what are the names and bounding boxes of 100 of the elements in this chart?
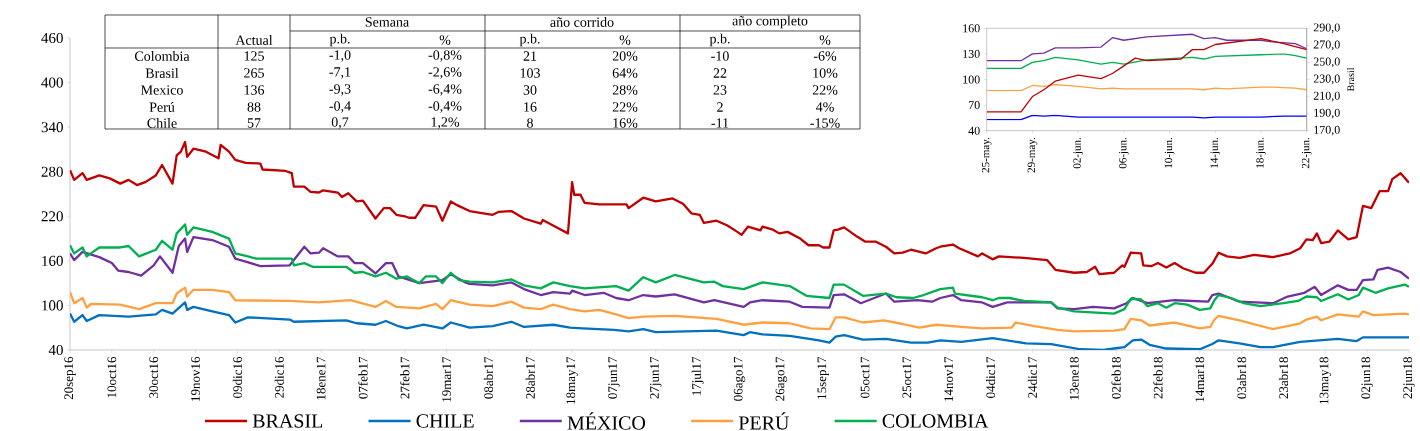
y-tick-label: 100 xyxy=(963,75,980,84)
y-tick-label: 220 xyxy=(41,211,63,222)
x-tick-label: 10-jun. xyxy=(1164,137,1175,168)
y-tick-label: 160 xyxy=(963,24,980,33)
annotation: 21 xyxy=(523,51,537,61)
y2-tick-label: 210,0 xyxy=(1313,91,1340,102)
annotation: p.b. xyxy=(709,33,730,47)
annotation: -2,6% xyxy=(428,67,462,79)
annotation: 22% xyxy=(812,85,838,95)
x-tick-label: 23abr18 xyxy=(1278,357,1289,399)
y-tick-label: 40 xyxy=(968,126,980,135)
y2-axis-title: Brasil xyxy=(1347,67,1355,92)
annotation: -0,4 xyxy=(329,101,351,113)
annotation: 88 xyxy=(247,102,261,112)
y2-tick-label: 190,0 xyxy=(1314,108,1340,119)
annotation: 265 xyxy=(244,68,264,78)
legend-label: CHILE xyxy=(416,414,474,428)
y2-tick-label: 170,0 xyxy=(1314,125,1340,136)
annotation: Actual xyxy=(235,35,273,45)
x-tick-label: 07jun17 xyxy=(608,356,620,399)
annotation: 2 xyxy=(717,102,723,112)
y-tick-label: 40 xyxy=(48,344,63,356)
x-tick-label: 13ene18 xyxy=(1069,357,1079,400)
annotation: Brasil xyxy=(145,68,179,78)
x-tick-label: 18ene17 xyxy=(316,356,326,400)
annotation: p.b. xyxy=(519,33,540,47)
annotation: -0,8% xyxy=(428,50,462,62)
x-tick-label: 06-jun. xyxy=(1119,137,1129,169)
x-tick-label: 24dic17 xyxy=(1027,356,1037,398)
x-tick-label: 19nov16 xyxy=(191,356,200,401)
legend-label: PERÚ xyxy=(738,412,789,430)
text: año corrido xyxy=(550,17,614,27)
x-tick-label: 14nov17 xyxy=(944,356,954,401)
text: año completo xyxy=(732,15,808,29)
x-tick-label: 22feb18 xyxy=(1153,357,1163,399)
y-tick-label: 70 xyxy=(968,101,980,110)
annotation: p.b. xyxy=(329,33,350,47)
annotation: -0,4% xyxy=(428,101,462,113)
annotation: -9,3 xyxy=(329,84,351,96)
y-tick-label: 160 xyxy=(42,255,63,266)
annotation: 125 xyxy=(244,51,264,61)
x-tick-label: 02feb18 xyxy=(1111,357,1121,399)
y2-tick-label: 250,0 xyxy=(1313,57,1340,68)
annotation: 22 xyxy=(713,68,727,78)
text: Semana xyxy=(365,17,409,27)
x-tick-label: 22-jun. xyxy=(1301,137,1312,169)
annotation: -7,1 xyxy=(329,67,351,79)
annotation: 28% xyxy=(612,85,638,95)
annotation: 16% xyxy=(613,118,638,128)
x-tick-label: 20sep16 xyxy=(64,356,76,400)
annotation: 64% xyxy=(612,68,638,78)
x-tick-label: 03abr18 xyxy=(1237,357,1247,399)
x-tick-label: 15sep17 xyxy=(817,356,829,399)
x-tick-label: 17jul17 xyxy=(691,356,704,396)
y-tick-label: 400 xyxy=(41,77,63,88)
line-series xyxy=(986,53,1307,70)
x-tick-label: 05oct17 xyxy=(860,356,870,398)
y-tick-label: 280 xyxy=(41,166,63,177)
x-tick-label: 25-may. xyxy=(981,137,992,173)
annotation: Colombia xyxy=(134,51,190,61)
x-tick-label: 29dic16 xyxy=(274,356,284,398)
y-tick-label: 100 xyxy=(42,300,63,311)
annotation: Chile xyxy=(147,118,177,128)
annotation: 4% xyxy=(815,102,834,112)
annotation: -1,0 xyxy=(329,50,351,62)
annotation: 136 xyxy=(244,85,265,95)
x-tick-label: 28abr17 xyxy=(525,356,535,399)
x-tick-label: 27feb17 xyxy=(400,356,410,399)
annotation: % xyxy=(619,35,631,45)
line-series xyxy=(70,223,1409,315)
x-tick-label: 19mar17 xyxy=(442,356,451,402)
annotation: % xyxy=(819,35,831,45)
line-series xyxy=(986,37,1307,113)
annotation: 10% xyxy=(813,68,838,78)
line-series xyxy=(70,286,1409,333)
y-tick-label: 460 xyxy=(41,32,63,44)
annotation: 103 xyxy=(520,68,540,78)
y-tick-label: 130 xyxy=(963,49,980,58)
x-tick-label: 02jun18 xyxy=(1361,357,1373,399)
x-tick-label: 18-jun. xyxy=(1256,137,1266,168)
annotation: 0,7 xyxy=(331,117,349,129)
x-tick-label: 07feb17 xyxy=(358,356,368,399)
x-tick-label: 25oct17 xyxy=(902,356,912,398)
x-tick-label: 04dic17 xyxy=(985,356,996,398)
x-tick-label: 14-jun. xyxy=(1210,137,1221,168)
x-tick-label: 09dic16 xyxy=(232,356,242,398)
x-tick-label: 30oct16 xyxy=(149,356,159,398)
x-tick-label: 02-jun. xyxy=(1073,137,1083,169)
x-tick-label: 10oct16 xyxy=(107,356,117,398)
legend-label: MÉXICO xyxy=(567,412,646,430)
x-tick-label: 06ago17 xyxy=(733,356,746,401)
annotation: % xyxy=(439,35,451,45)
line-series xyxy=(986,33,1307,62)
x-tick-label: 13may18 xyxy=(1319,357,1332,404)
annotation: 1,2% xyxy=(431,117,460,129)
y-tick-label: 340 xyxy=(41,122,63,133)
annotation: 57 xyxy=(247,118,261,128)
x-tick-label: 14mar18 xyxy=(1195,357,1205,402)
annotation: 20% xyxy=(612,51,638,61)
y2-tick-label: 270,0 xyxy=(1313,40,1340,51)
